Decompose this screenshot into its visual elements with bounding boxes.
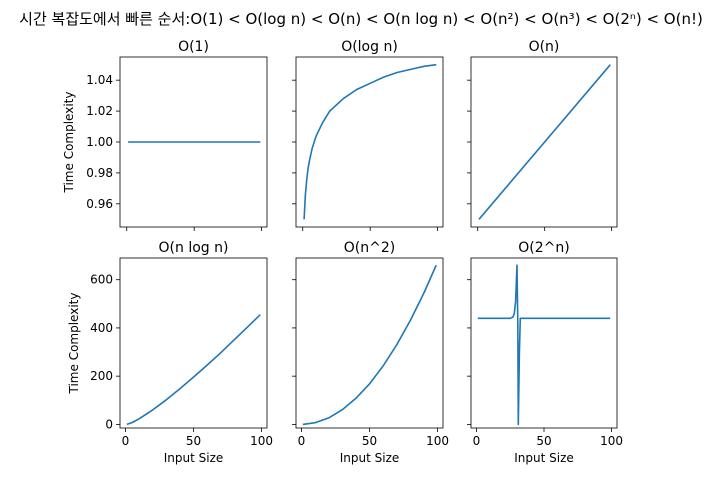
series-line-1 xyxy=(126,314,261,426)
axes-frame xyxy=(295,56,444,228)
x-axis-label: Input Size xyxy=(340,451,400,465)
axes-frame xyxy=(119,257,268,429)
series-line-1 xyxy=(478,64,611,220)
y-tick-label: 0.98 xyxy=(86,166,113,180)
y-tick-label: 1.02 xyxy=(86,104,113,118)
x-axis-label: Input Size xyxy=(164,451,224,465)
x-tick-label: 50 xyxy=(362,434,377,448)
subplot-grid: 0.96 0.98 1.00 1.02 1.04 O(1) Time Complexity O… xyxy=(62,39,623,465)
x-tick-label: 50 xyxy=(536,434,551,448)
x-tick-label: 0 xyxy=(298,434,306,448)
x-tick-label: 0 xyxy=(122,434,130,448)
y-tick-label: 1.04 xyxy=(86,73,113,87)
subplot-title: O(n log n) xyxy=(159,240,229,256)
subplot-5: 0 50 100 O(n^2) Input Size xyxy=(292,240,449,465)
subplot-1: 0.96 0.98 1.00 1.02 1.04 O(1) Time Complexity xyxy=(62,39,268,231)
subplot-2: O(log n) xyxy=(292,39,444,231)
subplot-6: 0 50 100 O(2^n) Input Size xyxy=(467,240,623,465)
y-axis-label: Time Complexity xyxy=(67,293,81,395)
y-tick-label: 0.96 xyxy=(86,197,113,211)
subplot-title: O(2^n) xyxy=(518,240,569,256)
axes-frame xyxy=(295,257,444,429)
x-tick-label: 100 xyxy=(250,434,273,448)
series-line-1 xyxy=(302,264,437,426)
figure-suptitle: 시간 복잡도에서 빠른 순서:O(1) < O(log n) < O(n) < … xyxy=(19,10,703,28)
y-axis-label: Time Complexity xyxy=(62,92,76,194)
subplot-title: O(n^2) xyxy=(344,240,395,256)
y-tick-label: 0 xyxy=(105,417,113,431)
x-tick-label: 50 xyxy=(186,434,201,448)
x-tick-label: 100 xyxy=(600,434,623,448)
y-tick-label: 600 xyxy=(90,273,113,287)
y-tick-label: 400 xyxy=(90,321,113,335)
subplot-title: O(log n) xyxy=(341,39,398,55)
series-line-1 xyxy=(303,63,437,220)
subplot-title: O(1) xyxy=(178,39,209,55)
subplot-3: O(n) xyxy=(467,39,618,231)
axes-frame xyxy=(470,257,618,429)
x-tick-label: 100 xyxy=(426,434,449,448)
x-axis-label: Input Size xyxy=(514,451,574,465)
subplot-4: 0 50 100 0 200 400 600 O(n log n) Input Size Time… xyxy=(67,240,273,465)
y-tick-label: 1.00 xyxy=(86,135,113,149)
x-tick-label: 0 xyxy=(473,434,481,448)
y-tick-label: 200 xyxy=(90,369,113,383)
subplot-title: O(n) xyxy=(529,39,560,55)
series-line-1 xyxy=(477,264,611,426)
